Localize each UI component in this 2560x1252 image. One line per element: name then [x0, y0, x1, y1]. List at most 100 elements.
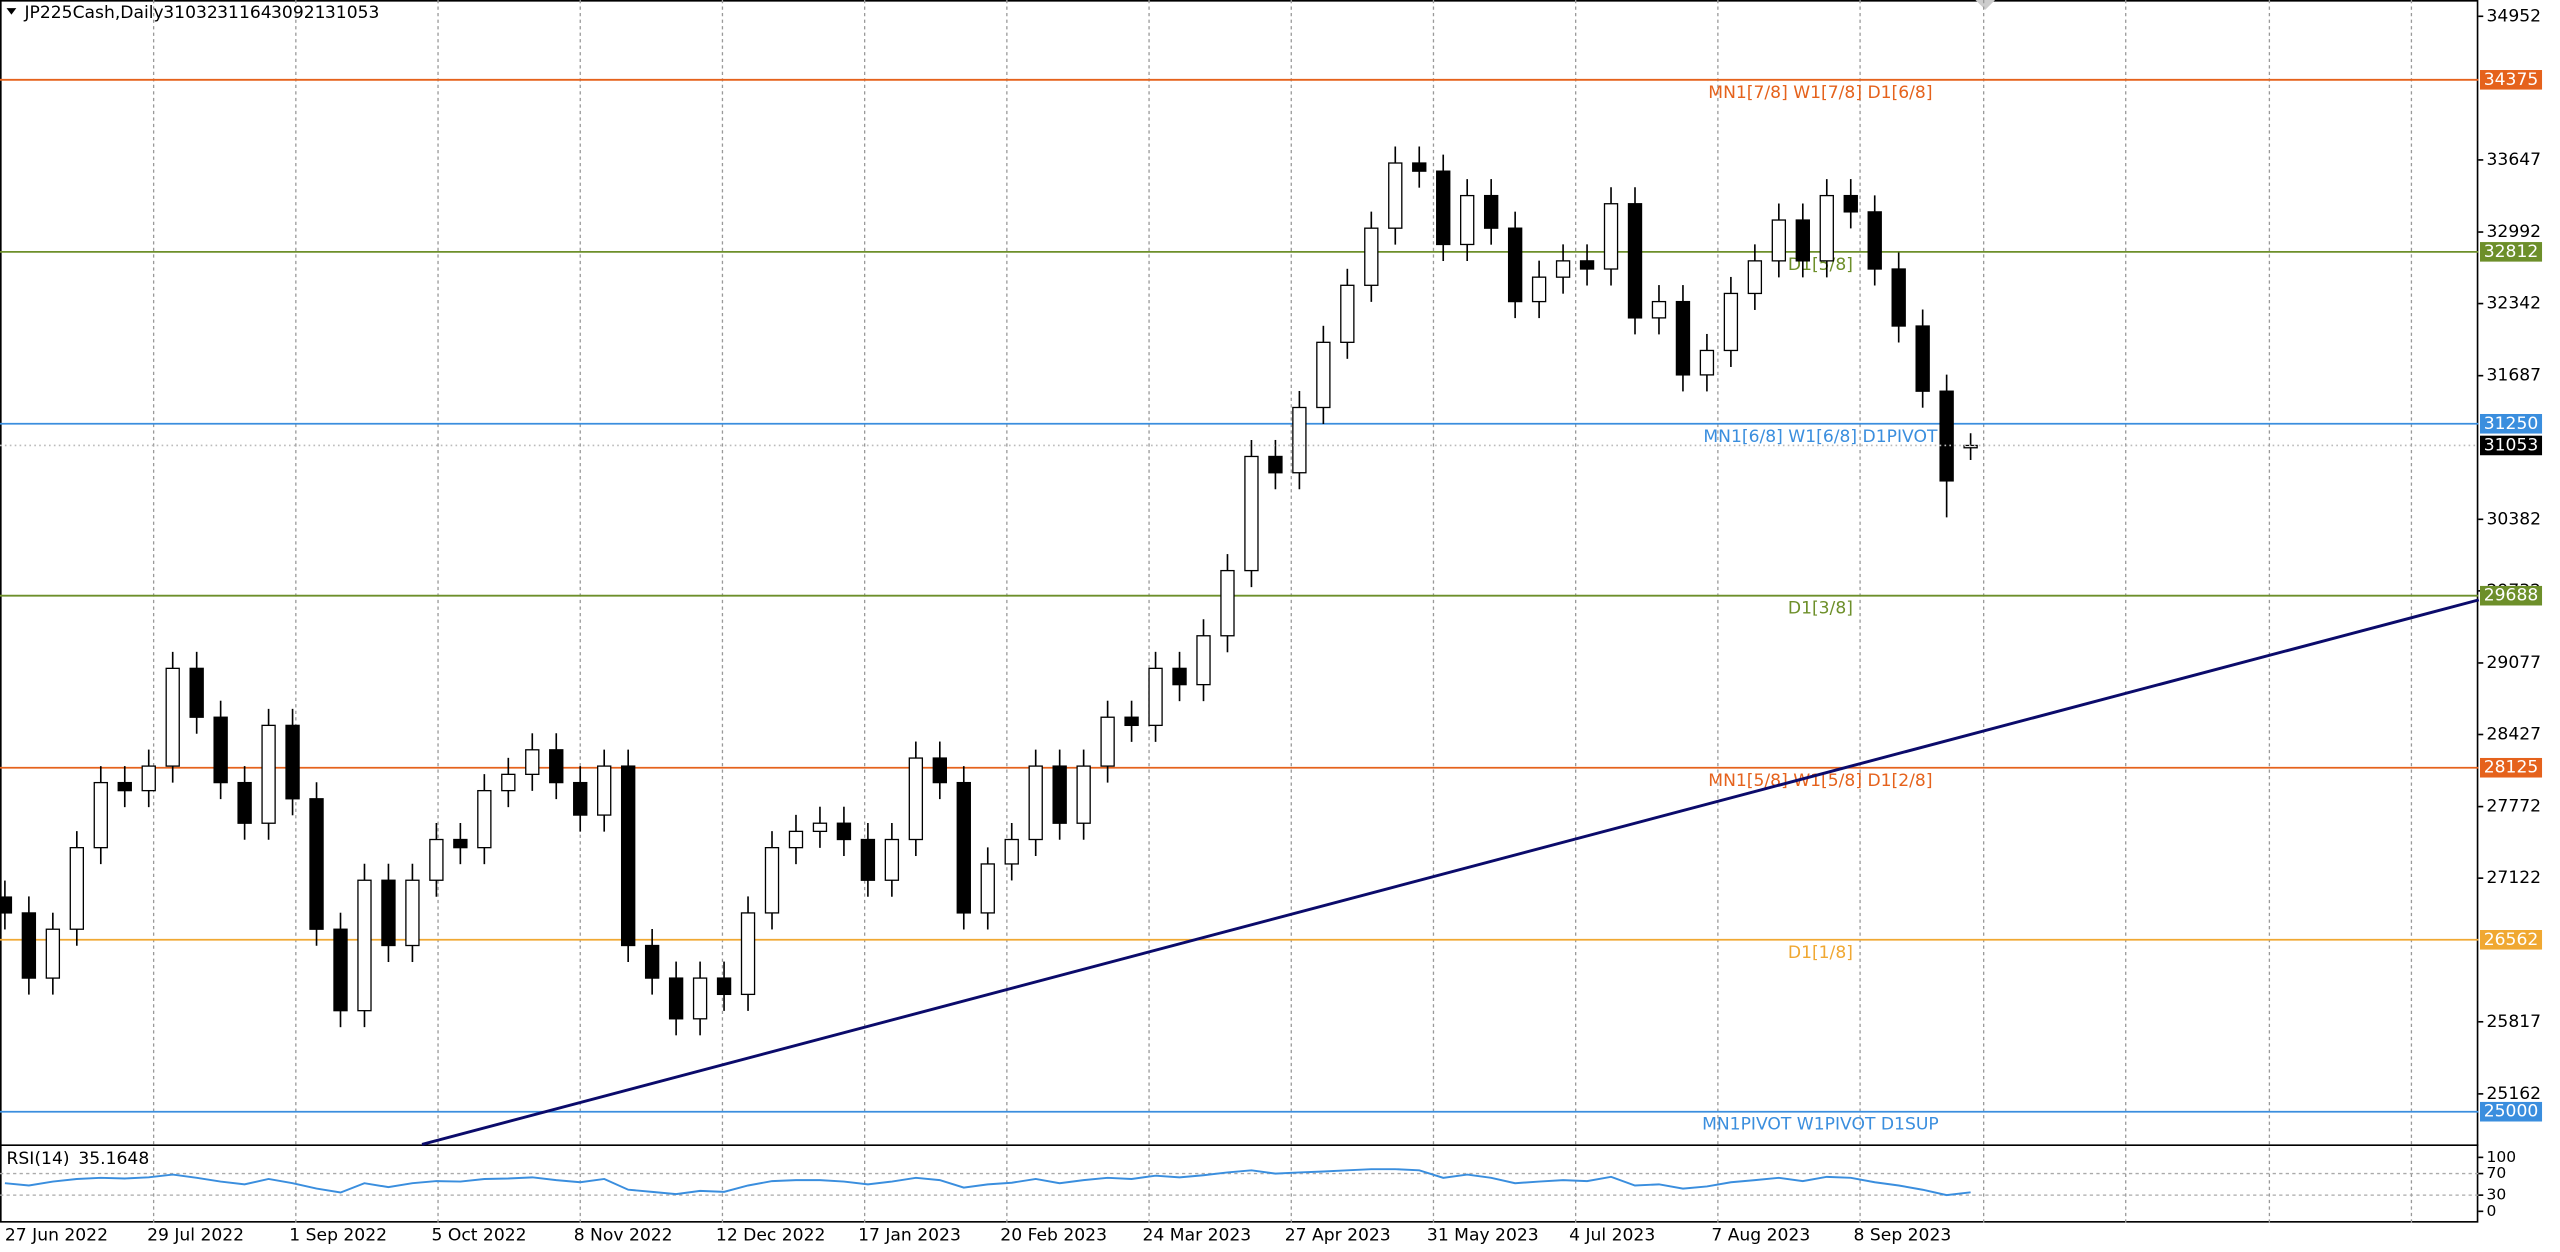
price-tag [2480, 1101, 2543, 1122]
x-tick-label: 24 Mar 2023 [1143, 1226, 1252, 1246]
candle-body [716, 977, 732, 996]
candle-body [1675, 300, 1691, 376]
candle-body [1747, 260, 1763, 295]
candle-body [1316, 341, 1331, 409]
x-tick-label: 4 Jul 2023 [1569, 1226, 1655, 1246]
candle-body [764, 847, 780, 914]
rsi-line [4, 1168, 1971, 1197]
candle-body [1196, 635, 1211, 686]
candle-body [1603, 203, 1619, 270]
candle-body [0, 896, 13, 914]
candle-body [1483, 194, 1499, 229]
candle-body [860, 838, 876, 881]
y-tick-label: 0 [2487, 1202, 2497, 1220]
candle-body [812, 822, 828, 833]
candle-body [1292, 406, 1307, 474]
candle-body [525, 749, 540, 776]
level-label: D1[3/8] [1788, 599, 1853, 619]
y-tick-label: 27122 [2487, 868, 2542, 888]
candle-body [1579, 260, 1595, 270]
x-tick-label: 5 Oct 2022 [432, 1226, 527, 1246]
y-tick-label: 25817 [2487, 1012, 2542, 1032]
candle-body [573, 781, 588, 816]
price-tag [2480, 757, 2543, 778]
candle-body [45, 928, 61, 979]
price-tag [2480, 70, 2543, 90]
ohlc-value: 31032 [163, 3, 218, 23]
y-tick-label: 32342 [2487, 294, 2542, 314]
x-tick-label: 7 Aug 2023 [1711, 1226, 1810, 1246]
y-tick-label: 30382 [2487, 509, 2542, 529]
candle-body [429, 838, 444, 881]
price-tag [2480, 585, 2543, 606]
candle-body [836, 822, 852, 841]
candle-body [740, 912, 756, 996]
rsi-value: 35.1648 [78, 1149, 149, 1169]
y-tick-label: 25162 [2487, 1084, 2542, 1104]
candle-body [1819, 194, 1834, 262]
ohlc-value: 31053 [325, 3, 380, 23]
candle-body [1340, 284, 1355, 343]
candle-body [1771, 219, 1787, 262]
candle-body [69, 847, 84, 930]
candle-body [141, 765, 156, 792]
candle-body [1843, 194, 1858, 213]
price-tag [2480, 413, 2543, 434]
candle-body [1627, 203, 1643, 319]
level-label: MN1[5/8] W1[5/8] D1[2/8] [1708, 771, 1932, 791]
candle-body [908, 757, 924, 841]
candle-body [1436, 170, 1451, 246]
y-tick-label: 28427 [2487, 725, 2542, 745]
candle-body [237, 781, 252, 824]
candle-body [1004, 838, 1019, 865]
price-tag [2480, 435, 2543, 456]
candle-body [1651, 300, 1667, 319]
candle-body [1412, 162, 1427, 172]
price-tag-label: 34375 [2484, 70, 2539, 90]
candle-body [1124, 716, 1139, 727]
candle-body [788, 830, 804, 849]
candle-body [1148, 667, 1163, 727]
y-tick-label: 34952 [2487, 6, 2542, 26]
ohlc-value: 30921 [271, 3, 326, 23]
y-tick-label: 70 [2487, 1164, 2507, 1182]
candle-body [1076, 765, 1091, 824]
level-label: MN1PIVOT W1PIVOT D1SUP [1702, 1115, 1939, 1135]
price-tag-label: 32812 [2484, 242, 2539, 262]
y-tick-label: 31687 [2487, 366, 2542, 386]
candle-body [93, 781, 108, 849]
x-tick-label: 29 Jul 2022 [147, 1226, 244, 1246]
menu-triangle[interactable] [6, 8, 17, 15]
level-label: MN1[6/8] W1[6/8] D1PIVOT [1703, 427, 1938, 447]
candle-body [620, 765, 636, 947]
candle-body [980, 863, 995, 914]
candle-body [1052, 765, 1067, 824]
price-tag-label: 25000 [2484, 1102, 2539, 1122]
candle-body [333, 928, 348, 1012]
x-tick-label: 8 Sep 2023 [1854, 1226, 1952, 1246]
price-tag-label: 31250 [2484, 414, 2539, 434]
rsi-name: RSI(14) [7, 1149, 70, 1169]
candle-body [956, 781, 971, 914]
candle-body [21, 912, 37, 979]
candle-body [1460, 194, 1475, 246]
trendline [421, 598, 2480, 1146]
candle-body [261, 724, 276, 824]
current-price-label: 31053 [2484, 435, 2539, 455]
y-tick-label: 32992 [2487, 222, 2542, 242]
y-tick-label: 100 [2487, 1148, 2517, 1166]
candle-body [932, 757, 947, 784]
y-tick-label: 30 [2487, 1186, 2507, 1204]
candle-body [309, 798, 324, 930]
candle-body [117, 781, 132, 792]
candle-body [644, 944, 660, 979]
candle-body [1364, 227, 1379, 286]
price-tag [2480, 242, 2543, 262]
candle-body [165, 667, 180, 767]
candle-body [1891, 268, 1906, 327]
candle-body [1388, 162, 1403, 229]
candle-body [381, 879, 396, 947]
candle-body [1723, 292, 1739, 352]
